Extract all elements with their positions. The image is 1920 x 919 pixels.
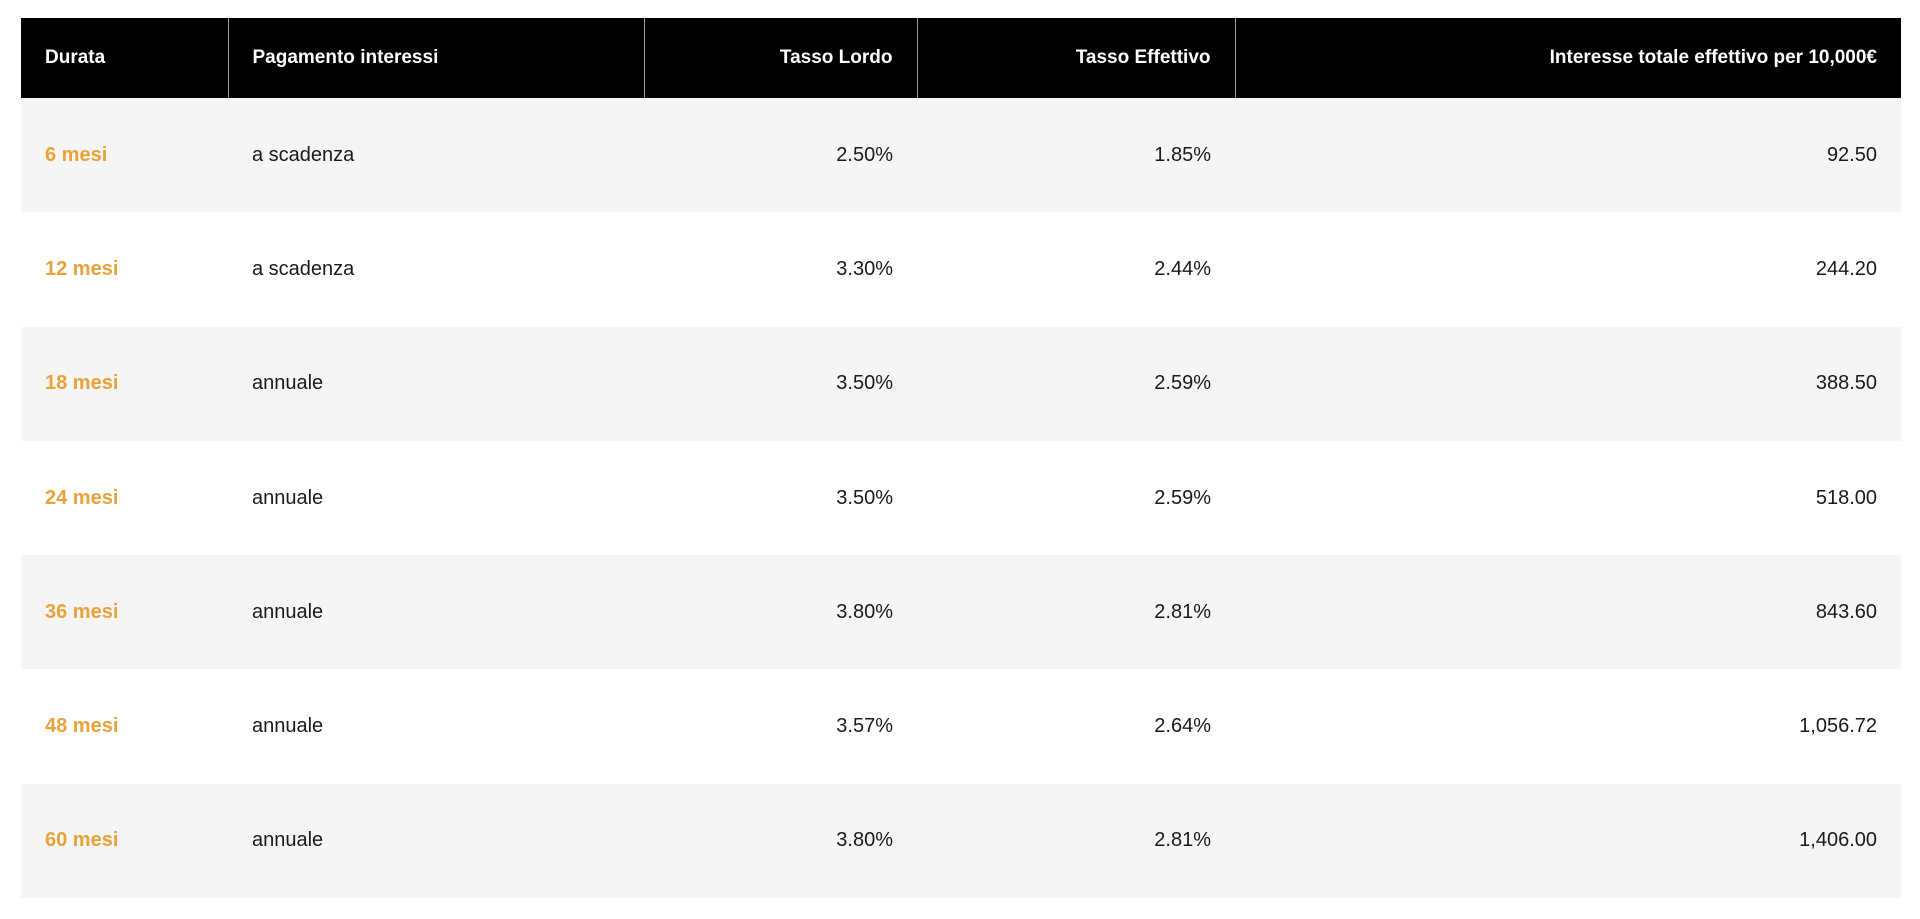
- cell-tasso-effettivo: 2.59%: [1154, 486, 1211, 509]
- cell-tasso-lordo: 3.50%: [836, 372, 893, 395]
- cell-tasso-lordo: 3.80%: [836, 829, 893, 852]
- cell-pagamento: annuale: [252, 372, 324, 395]
- table-row: 18 mesi annuale 3.50% 2.59% 388.50: [21, 326, 1901, 441]
- table-body: 6 mesi a scadenza 2.50% 1.85% 92.50 12 m…: [21, 98, 1901, 899]
- header-pagamento-interessi: Pagamento interessi: [227, 18, 644, 98]
- cell-durata: 24 mesi: [45, 486, 119, 509]
- cell-interesse-totale: 1,406.00: [1799, 829, 1877, 852]
- cell-interesse-totale: 843.60: [1815, 600, 1877, 623]
- cell-durata: 12 mesi: [45, 257, 119, 280]
- cell-durata: 48 mesi: [45, 715, 119, 738]
- header-row: Durata Pagamento interessi Tasso Lordo T…: [21, 18, 1901, 98]
- cell-tasso-effettivo: 1.85%: [1154, 143, 1211, 166]
- cell-pagamento: annuale: [252, 486, 324, 509]
- header-durata: Durata: [45, 47, 106, 68]
- table-header: Durata Pagamento interessi Tasso Lordo T…: [21, 18, 1901, 98]
- interest-rates-table-container: Durata Pagamento interessi Tasso Lordo T…: [21, 18, 1901, 899]
- cell-interesse-totale: 518.00: [1815, 486, 1877, 509]
- cell-tasso-lordo: 3.57%: [836, 715, 893, 738]
- interest-rates-table: Durata Pagamento interessi Tasso Lordo T…: [21, 18, 1901, 899]
- cell-tasso-lordo: 3.80%: [836, 600, 893, 623]
- cell-pagamento: a scadenza: [252, 257, 355, 280]
- cell-interesse-totale: 244.20: [1815, 257, 1877, 280]
- cell-pagamento: annuale: [252, 829, 324, 852]
- table-row: 24 mesi annuale 3.50% 2.59% 518.00: [21, 440, 1901, 556]
- header-interesse-totale: Interesse totale effettivo per 10,000€: [1234, 18, 1901, 98]
- header-tasso-effettivo: Tasso Effettivo: [916, 18, 1235, 98]
- cell-tasso-lordo: 2.50%: [836, 143, 893, 166]
- cell-tasso-effettivo: 2.44%: [1154, 257, 1211, 280]
- cell-pagamento: annuale: [252, 600, 324, 623]
- cell-tasso-effettivo: 2.59%: [1154, 372, 1211, 395]
- cell-durata: 6 mesi: [45, 143, 108, 166]
- table-row: 48 mesi annuale 3.57% 2.64% 1,056.72: [21, 669, 1901, 784]
- cell-durata: 18 mesi: [45, 372, 119, 395]
- table-row: 36 mesi annuale 3.80% 2.81% 843.60: [21, 555, 1901, 670]
- cell-pagamento: a scadenza: [252, 143, 355, 166]
- cell-interesse-totale: 388.50: [1815, 372, 1877, 395]
- cell-tasso-lordo: 3.30%: [836, 257, 893, 280]
- table-row: 12 mesi a scadenza 3.30% 2.44% 244.20: [21, 212, 1901, 327]
- cell-durata: 60 mesi: [45, 829, 119, 852]
- table-row: 60 mesi annuale 3.80% 2.81% 1,406.00: [21, 783, 1901, 899]
- header-tasso-lordo: Tasso Lordo: [643, 18, 917, 98]
- cell-interesse-totale: 1,056.72: [1799, 715, 1877, 738]
- cell-tasso-effettivo: 2.64%: [1154, 715, 1211, 738]
- cell-tasso-lordo: 3.50%: [836, 486, 893, 509]
- table-row: 6 mesi a scadenza 2.50% 1.85% 92.50: [21, 98, 1901, 213]
- cell-tasso-effettivo: 2.81%: [1154, 600, 1211, 623]
- cell-interesse-totale: 92.50: [1826, 143, 1877, 166]
- cell-tasso-effettivo: 2.81%: [1154, 829, 1211, 852]
- cell-pagamento: annuale: [252, 715, 324, 738]
- cell-durata: 36 mesi: [45, 600, 119, 623]
